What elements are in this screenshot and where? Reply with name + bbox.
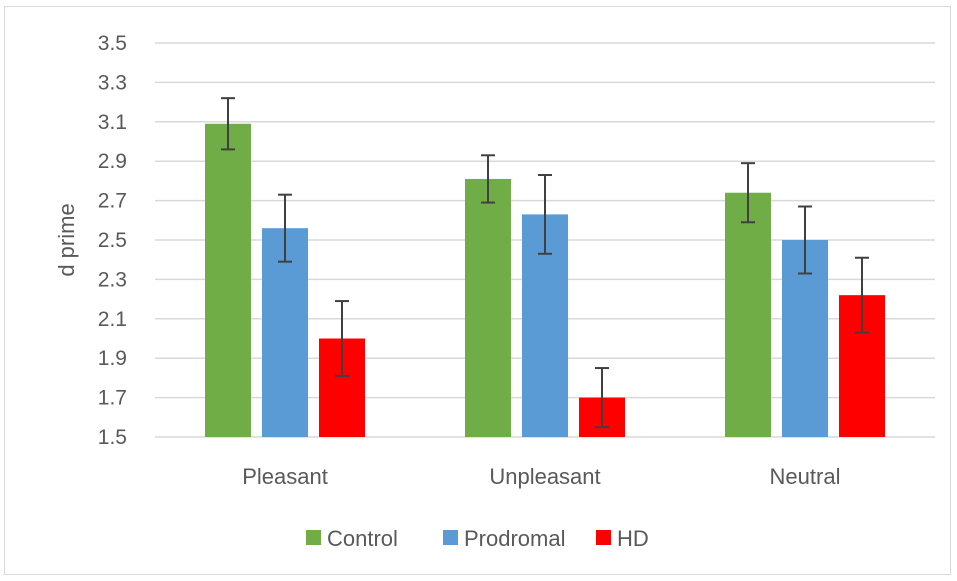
bar-control [725,192,771,437]
x-axis-categories: Pleasant Unpleasant Neutral [242,464,840,489]
legend-label: HD [617,526,649,551]
y-tick-label: 2.5 [98,229,127,252]
bars [205,123,885,438]
bar-control [465,178,511,437]
y-axis-label: d prime [54,203,79,276]
y-tick-label: 2.9 [98,150,127,173]
y-tick-label: 1.7 [98,387,127,410]
y-tick-label: 2.3 [98,268,127,291]
y-tick-label: 1.5 [98,426,127,449]
y-tick-label: 3.3 [98,71,127,94]
x-category-label: Unpleasant [489,464,600,489]
legend-swatch-prodromal [443,530,458,545]
legend: Control Prodromal HD [306,526,649,551]
y-axis-ticks: 1.5 1.7 1.9 2.1 2.3 2.5 2.7 2.9 3.1 3.3 3.5 [98,32,127,449]
legend-swatch-hd [596,530,611,545]
error-bars [221,97,869,429]
y-tick-label: 2.1 [98,308,127,331]
y-tick-label: 2.7 [98,190,127,213]
legend-label: Control [327,526,398,551]
x-category-label: Neutral [770,464,841,489]
y-tick-label: 1.9 [98,347,127,370]
bar-control [205,123,251,438]
y-tick-label: 3.5 [98,32,127,55]
legend-swatch-control [306,530,321,545]
y-tick-label: 3.1 [98,111,127,134]
x-category-label: Pleasant [242,464,328,489]
bar-prodromal [262,228,308,437]
legend-label: Prodromal [464,526,565,551]
